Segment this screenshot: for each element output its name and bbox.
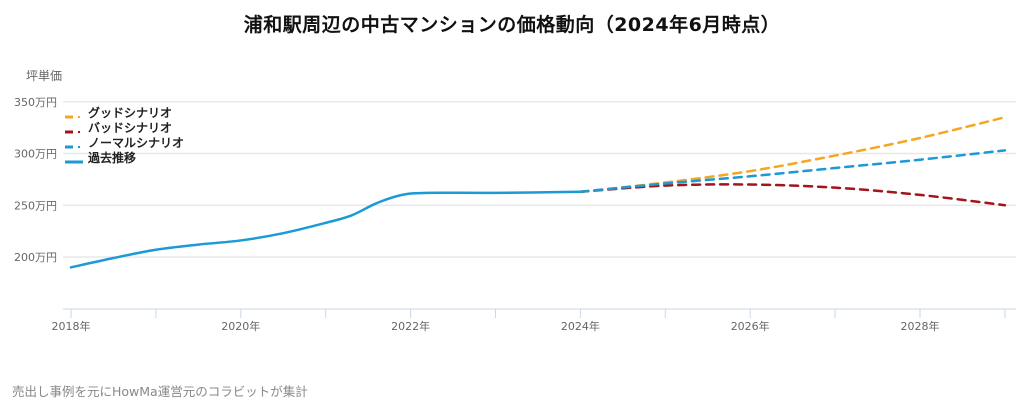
legend-swatch-normal-icon — [64, 140, 86, 148]
svg-text:2026年: 2026年 — [731, 319, 770, 333]
legend: グッドシナリオ バッドシナリオ ノーマルシナリオ 過去推移 — [64, 106, 184, 166]
series-lines — [69, 116, 1007, 269]
legend-item-history[interactable]: 過去推移 — [64, 151, 184, 166]
chart-title: 浦和駅周辺の中古マンションの価格動向（2024年6月時点） — [243, 14, 781, 36]
source-note: 売出し事例を元にHowMa運営元のコラビットが集計 — [12, 384, 308, 399]
svg-text:350万円: 350万円 — [14, 96, 57, 109]
legend-label: バッドシナリオ — [88, 121, 173, 135]
svg-text:250万円: 250万円 — [14, 199, 57, 212]
svg-text:2022年: 2022年 — [391, 319, 430, 333]
gridlines — [63, 101, 1016, 258]
bad-scenario-line — [579, 183, 1007, 207]
svg-text:2028年: 2028年 — [901, 319, 940, 333]
svg-text:200万円: 200万円 — [14, 251, 57, 264]
legend-item-bad[interactable]: バッドシナリオ — [64, 121, 184, 136]
legend-item-normal[interactable]: ノーマルシナリオ — [64, 136, 184, 151]
y-axis-labels: 200万円 250万円 300万円 350万円 — [14, 96, 57, 264]
y-axis-title: 坪単価 — [26, 69, 63, 83]
svg-text:2024年: 2024年 — [561, 319, 600, 333]
svg-text:2020年: 2020年 — [221, 319, 260, 333]
history-line — [69, 190, 582, 269]
svg-text:2018年: 2018年 — [52, 319, 91, 333]
legend-swatch-good-icon — [64, 110, 86, 118]
normal-scenario-line — [579, 149, 1007, 194]
x-axis — [63, 308, 1016, 318]
legend-item-good[interactable]: グッドシナリオ — [64, 106, 184, 121]
legend-label: グッドシナリオ — [88, 106, 173, 120]
good-scenario-line — [579, 116, 1007, 194]
legend-label: ノーマルシナリオ — [88, 136, 185, 150]
legend-swatch-history-icon — [64, 155, 86, 163]
legend-swatch-bad-icon — [64, 125, 86, 133]
legend-label: 過去推移 — [88, 151, 137, 165]
x-axis-labels: 2018年 2020年 2022年 2024年 2026年 2028年 — [52, 319, 940, 333]
svg-text:300万円: 300万円 — [14, 148, 57, 161]
